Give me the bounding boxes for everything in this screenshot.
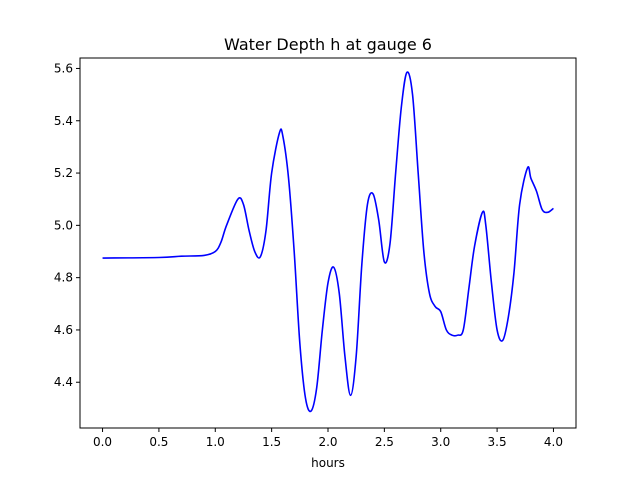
x-tick-label: 2.0: [318, 435, 337, 449]
y-tick-label: 4.4: [54, 375, 73, 389]
chart-title: Water Depth h at gauge 6: [224, 35, 432, 54]
x-axis-label: hours: [311, 456, 345, 470]
y-tick-label: 4.8: [54, 271, 73, 285]
y-tick-label: 5.4: [54, 114, 73, 128]
x-tick-label: 0.0: [93, 435, 112, 449]
x-tick-label: 3.5: [488, 435, 507, 449]
x-tick-label: 1.0: [206, 435, 225, 449]
y-tick-label: 5.0: [54, 218, 73, 232]
y-tick-label: 5.2: [54, 166, 73, 180]
y-axis: 4.4 4.6 4.8 5.0 5.2 5.4 5.6: [54, 61, 80, 389]
x-tick-label: 2.5: [375, 435, 394, 449]
y-tick-label: 5.6: [54, 61, 73, 75]
x-tick-label: 3.0: [431, 435, 450, 449]
x-axis: 0.0 0.5 1.0 1.5 2.0 2.5 3.0 3.5 4.0: [93, 428, 563, 449]
y-tick-label: 4.6: [54, 323, 73, 337]
x-tick-label: 0.5: [149, 435, 168, 449]
series-line-0: [102, 71, 554, 413]
plot-area: [102, 71, 554, 413]
x-tick-label: 4.0: [544, 435, 563, 449]
x-tick-label: 1.5: [262, 435, 281, 449]
